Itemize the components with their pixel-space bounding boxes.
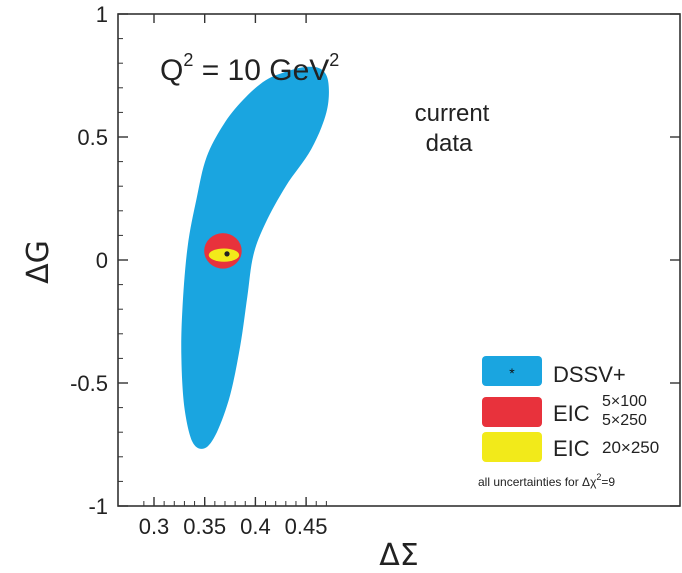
- legend-label-eic-high-sub: 20×250: [602, 438, 659, 457]
- q-unit-exponent: 2: [329, 50, 339, 70]
- plot-area: [181, 66, 329, 449]
- y-tick-label: 0.5: [77, 125, 108, 150]
- y-tick-label: -1: [88, 494, 108, 519]
- legend-swatch-eic-low: [482, 397, 542, 427]
- legend-label-dssv: DSSV+: [553, 362, 626, 387]
- region-label-line1: current: [415, 100, 490, 127]
- x-tick-label: 0.35: [183, 514, 226, 539]
- legend-swatch-eic-high: [482, 432, 542, 462]
- legend-label-eic-low: EIC: [553, 401, 590, 426]
- legend-swatch-star: *: [509, 365, 515, 381]
- legend-footnote: all uncertainties for Δχ2=9: [478, 472, 615, 489]
- eic-high-energy-region: [208, 248, 240, 262]
- axis-ticks: 0.3 0.35 0.4 0.45 1 0.5 0 -0.5 -1: [70, 2, 680, 539]
- dssv-uncertainty-region: [181, 66, 329, 449]
- q-value: = 10 GeV: [193, 54, 329, 87]
- legend: * DSSV+ EIC 5×100 5×250 EIC 20×250 all u…: [478, 356, 659, 489]
- q-base: Q: [160, 54, 183, 87]
- y-axis-title: ΔG: [21, 240, 56, 284]
- legend-label-eic-low-sup: 5×100: [602, 393, 647, 410]
- legend-label-eic-high: EIC: [553, 436, 590, 461]
- x-tick-label: 0.3: [139, 514, 170, 539]
- legend-swatch-dssv: [482, 356, 542, 386]
- y-tick-label: 1: [96, 2, 108, 27]
- region-label-line2: data: [426, 130, 473, 157]
- x-axis-title: ΔΣ: [379, 538, 418, 573]
- y-tick-label: 0: [96, 248, 108, 273]
- q-squared-annotation: Q2 = 10 GeV2: [160, 50, 339, 87]
- x-tick-label: 0.4: [240, 514, 271, 539]
- best-fit-point: [224, 251, 230, 257]
- y-tick-label: -0.5: [70, 371, 108, 396]
- q-exponent: 2: [183, 50, 193, 70]
- legend-label-eic-low-sub: 5×250: [602, 412, 647, 429]
- x-tick-label: 0.45: [285, 514, 328, 539]
